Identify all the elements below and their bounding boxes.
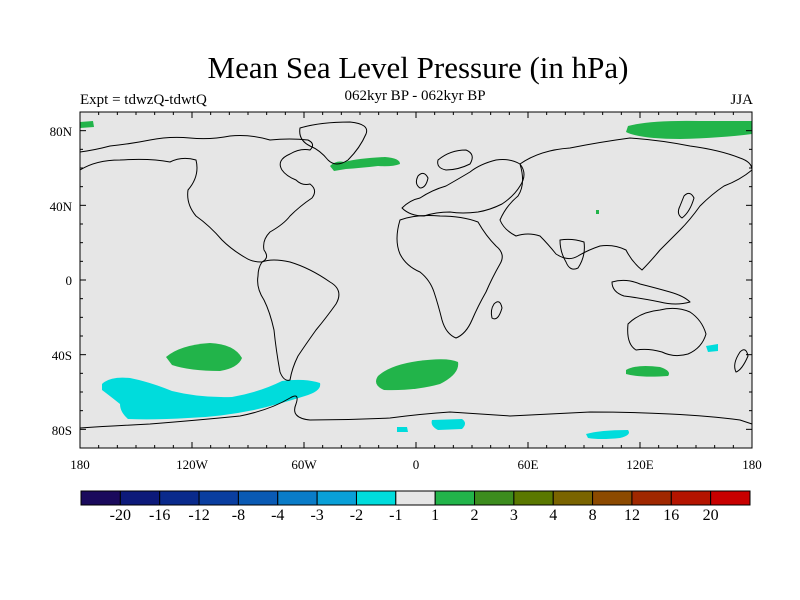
colorbar-swatch <box>237 490 279 506</box>
lat-label-0: 0 <box>65 273 73 288</box>
lat-label-40n: 40N <box>49 199 72 214</box>
colorbar-swatch <box>277 490 318 506</box>
coastline-asia <box>499 137 753 271</box>
colorbar-label: 3 <box>509 507 518 524</box>
anomaly-patch-south-indian <box>626 366 669 377</box>
colorbar-swatch <box>159 490 200 506</box>
colorbar-swatch <box>670 490 712 506</box>
anomaly-patch-arctic-siberia <box>626 120 752 139</box>
period-label: 062kyr BP - 062kyr BP <box>344 88 486 104</box>
coastline-greenland <box>299 121 368 165</box>
colorbar-swatch <box>434 490 476 506</box>
anomaly-patch-greenland <box>330 157 400 171</box>
coastline-madagascar <box>490 301 503 320</box>
map-title: Mean Sea Level Pressure (in hPa) <box>207 50 629 85</box>
colorbar-swatch <box>513 490 554 506</box>
colorbar-swatch <box>198 490 239 506</box>
anomaly-patch-southern-ocean-atlantic <box>431 419 465 430</box>
colorbar-swatch <box>592 490 633 506</box>
colorbar-label: 20 <box>702 507 719 524</box>
colorbar-swatch <box>119 490 161 506</box>
colorbar-label: 2 <box>470 507 479 524</box>
anomaly-patch-south-pacific <box>102 377 321 420</box>
colorbar-label: -8 <box>231 507 246 524</box>
colorbar-swatch <box>631 490 672 506</box>
colorbar-swatch <box>552 490 594 506</box>
colorbar-swatch <box>710 490 751 506</box>
coastline-africa <box>396 215 503 339</box>
coastline-japan <box>677 192 695 219</box>
lon-label-180e: 180 <box>742 457 762 472</box>
coastline-britain <box>415 172 429 189</box>
lon-label-120e: 120E <box>626 457 654 472</box>
colorbar-label: -12 <box>188 507 210 524</box>
coastline-india <box>559 238 585 270</box>
colorbar-label: -1 <box>389 507 403 524</box>
lat-label-80s: 80S <box>51 423 72 438</box>
lon-label-60w: 60W <box>291 457 317 472</box>
colorbar-swatch <box>355 490 397 506</box>
anomaly-patch-southern-ocean-dot <box>397 427 408 432</box>
negative-anomaly-patches <box>102 344 718 439</box>
colorbar-label: 4 <box>549 507 558 524</box>
anomaly-patch-south-atlantic <box>376 359 459 391</box>
season-label: JJA <box>730 92 753 108</box>
colorbar-label: -2 <box>349 507 364 524</box>
coastline-antarctica <box>79 395 753 429</box>
colorbar-label: -3 <box>310 507 324 524</box>
colorbar-label: -20 <box>109 507 131 524</box>
coastline-new-zealand <box>734 349 749 373</box>
anomaly-patch-tasman <box>706 344 718 352</box>
experiment-label: Expt = tdwzQ-tdwtQ <box>80 92 207 108</box>
map-background <box>80 112 752 448</box>
lat-label-80n: 80N <box>49 124 72 139</box>
positive-anomaly-patches <box>80 120 752 391</box>
lon-label-60e: 60E <box>517 457 539 472</box>
colorbar-swatch <box>395 490 436 506</box>
colorbar-label: 1 <box>431 507 440 524</box>
anomaly-patch-arctic-west <box>80 121 94 128</box>
coastline-south-america <box>257 259 340 381</box>
coastline-europe <box>401 159 525 217</box>
lon-label-120w: 120W <box>176 457 208 472</box>
axis-ticks <box>79 111 753 449</box>
anomaly-patch-southeast-pacific <box>166 343 242 371</box>
coastline-scandinavia <box>437 149 473 171</box>
anomaly-patch-east-asia-dot <box>596 210 599 214</box>
colorbar-label: 16 <box>663 507 680 524</box>
colorbar-label: 8 <box>588 507 597 524</box>
anomaly-patch-southern-ocean-indian <box>586 430 629 439</box>
colorbar-label: -4 <box>271 507 285 524</box>
lat-label-40s: 40S <box>51 348 72 363</box>
colorbar <box>80 490 751 506</box>
colorbar-label: 12 <box>623 507 640 524</box>
lon-label-0: 0 <box>412 457 420 472</box>
colorbar-swatch <box>474 490 515 506</box>
coastline-north-america <box>79 135 316 263</box>
coastlines <box>79 121 753 429</box>
colorbar-label: -16 <box>149 507 171 524</box>
colorbar-swatch <box>316 490 357 506</box>
coastline-indonesia <box>611 279 691 305</box>
lon-label-180w: 180 <box>70 457 90 472</box>
coastline-australia <box>627 307 707 357</box>
colorbar-swatch <box>80 490 121 506</box>
